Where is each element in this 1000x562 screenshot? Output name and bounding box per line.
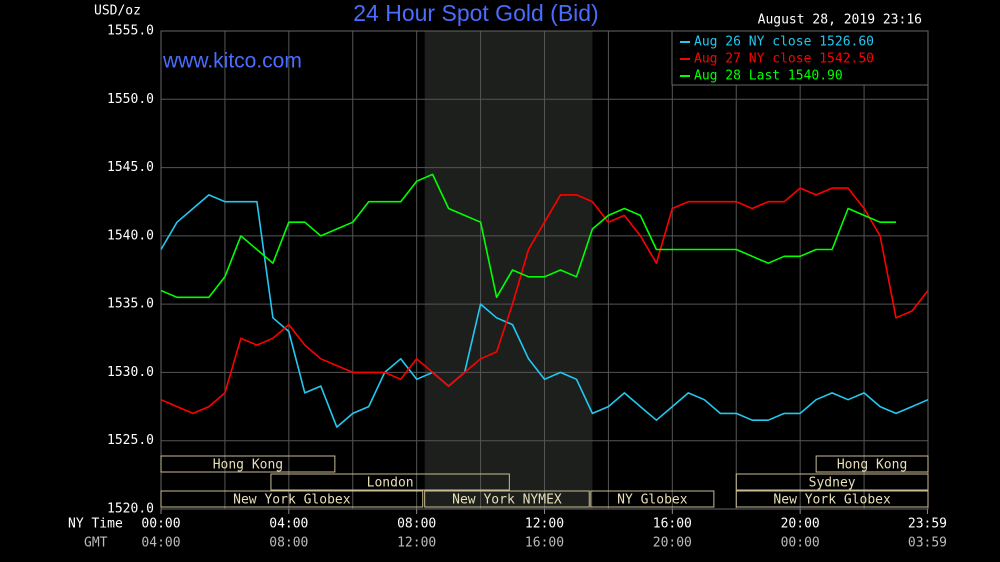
series-line — [160, 194, 929, 428]
x-axis-label: NY Time — [68, 517, 123, 532]
y-tick-label: 1545.0 — [107, 160, 154, 175]
gmt-tick-label: 16:00 — [525, 536, 564, 551]
date: August 28, 2019 23:16 — [758, 13, 922, 28]
gmt-tick-label: 04:00 — [141, 536, 180, 551]
session-box — [270, 473, 510, 491]
y-tick-label: 1535.0 — [107, 297, 154, 312]
session-box — [815, 455, 929, 473]
session-label: London — [367, 476, 414, 491]
session-box — [735, 490, 929, 508]
y-tick-label: 1550.0 — [107, 92, 154, 107]
session-box — [424, 490, 590, 508]
legend-label: Aug 28 Last 1540.90 — [694, 69, 843, 84]
x-tick-label: 04:00 — [269, 517, 308, 532]
y-tick-label: 1525.0 — [107, 433, 154, 448]
legend-label: Aug 27 NY close 1542.50 — [694, 52, 874, 67]
session-box — [590, 490, 715, 508]
shaded-region — [424, 31, 593, 509]
x-tick-label: 23:59 — [908, 517, 947, 532]
x-tick-label: 00:00 — [141, 517, 180, 532]
gmt-label: GMT — [84, 536, 108, 551]
legend-box — [671, 30, 929, 86]
y-axis-label: USD/oz — [94, 4, 141, 19]
session-label: Sydney — [809, 476, 856, 491]
legend-label: Aug 26 NY close 1526.60 — [694, 35, 874, 50]
session-label: New York NYMEX — [452, 493, 562, 508]
session-label: Hong Kong — [213, 458, 283, 473]
session-label: Hong Kong — [837, 458, 907, 473]
session-box — [735, 473, 929, 491]
session-label: NY Globex — [617, 493, 688, 508]
gmt-tick-label: 08:00 — [269, 536, 308, 551]
gmt-tick-label: 20:00 — [653, 536, 692, 551]
y-tick-label: 1520.0 — [107, 502, 154, 517]
x-tick-label: 16:00 — [653, 517, 692, 532]
x-tick-label: 12:00 — [525, 517, 564, 532]
watermark: www.kitco.com — [162, 50, 302, 73]
x-tick-label: 20:00 — [781, 517, 820, 532]
gmt-tick-label: 03:59 — [908, 536, 947, 551]
y-tick-label: 1530.0 — [107, 365, 154, 380]
session-box — [160, 455, 336, 473]
series-line — [160, 187, 929, 415]
series-line — [160, 173, 896, 299]
session-label: New York Globex — [773, 493, 891, 508]
y-tick-label: 1540.0 — [107, 228, 154, 243]
gmt-tick-label: 12:00 — [397, 536, 436, 551]
session-box — [160, 490, 424, 508]
session-label: New York Globex — [233, 493, 351, 508]
chart-title: 24 Hour Spot Gold (Bid) — [353, 0, 598, 26]
gmt-tick-label: 00:00 — [781, 536, 820, 551]
y-tick-label: 1555.0 — [107, 24, 154, 39]
x-tick-label: 08:00 — [397, 517, 436, 532]
